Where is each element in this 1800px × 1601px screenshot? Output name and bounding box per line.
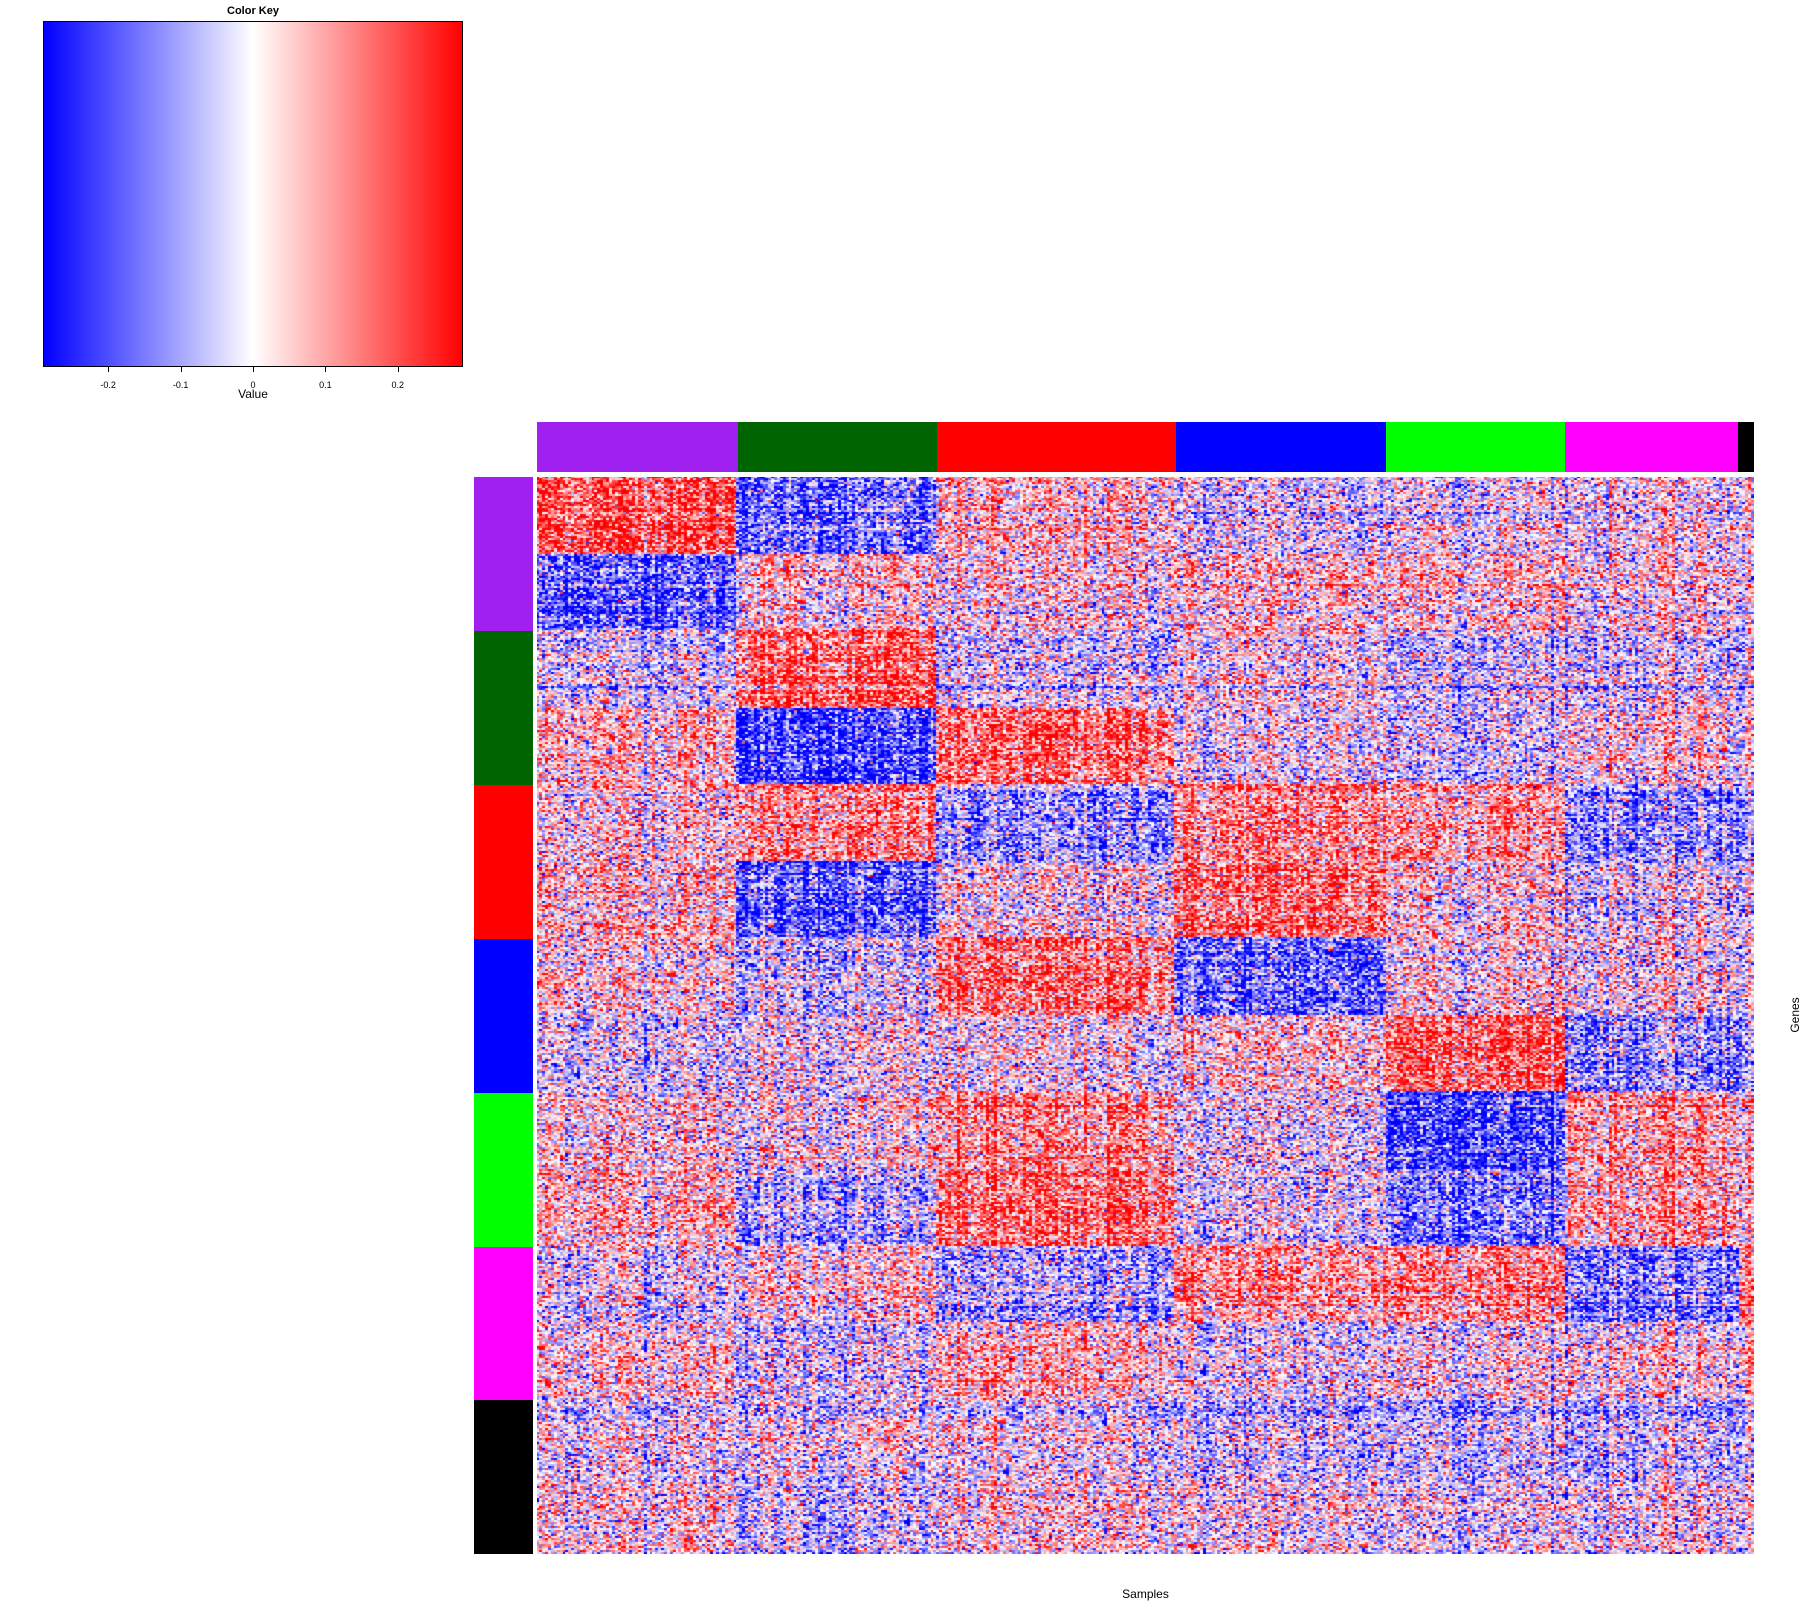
color-key-xlabel: Value (238, 387, 268, 401)
column-cluster-bar (537, 422, 1755, 472)
color-key-tick-label: -0.2 (100, 380, 116, 390)
row-cluster-darkgreen (474, 630, 533, 786)
color-key-tick-mark (253, 367, 254, 372)
color-key-tick-label: 0.2 (391, 380, 405, 390)
column-cluster-magenta (1565, 422, 1739, 472)
row-cluster-black (474, 1400, 533, 1555)
color-key-title: Color Key (227, 5, 279, 17)
color-key-tick-mark (180, 367, 182, 372)
color-key-tick-mark (325, 367, 327, 372)
row-cluster-blue (474, 938, 533, 1094)
row-cluster-magenta (474, 1246, 533, 1401)
column-cluster-darkgreen (737, 422, 938, 472)
color-key-tick-mark (108, 367, 110, 372)
row-cluster-purple (474, 477, 533, 632)
heatmap-canvas (537, 477, 1754, 1554)
row-cluster-red (474, 784, 533, 940)
column-cluster-green (1386, 422, 1566, 472)
row-cluster-green (474, 1092, 533, 1247)
color-key-tick-label: 0 (250, 380, 256, 390)
row-cluster-bar (474, 477, 533, 1555)
color-key-tick-label: 0.1 (319, 380, 332, 390)
column-cluster-red (937, 422, 1177, 472)
color-key-tick-label: -0.1 (172, 380, 189, 390)
x-axis-label: Samples (1122, 1587, 1169, 1601)
column-cluster-purple (537, 422, 739, 472)
y-axis-label: Genes (1788, 997, 1800, 1033)
color-key-gradient (43, 21, 463, 367)
column-cluster-blue (1175, 422, 1387, 472)
color-key-axis: -0.2 -0.1 0 0.1 0.2 (43, 367, 463, 390)
color-key-tick-mark (397, 367, 399, 372)
column-cluster-black (1738, 422, 1755, 472)
